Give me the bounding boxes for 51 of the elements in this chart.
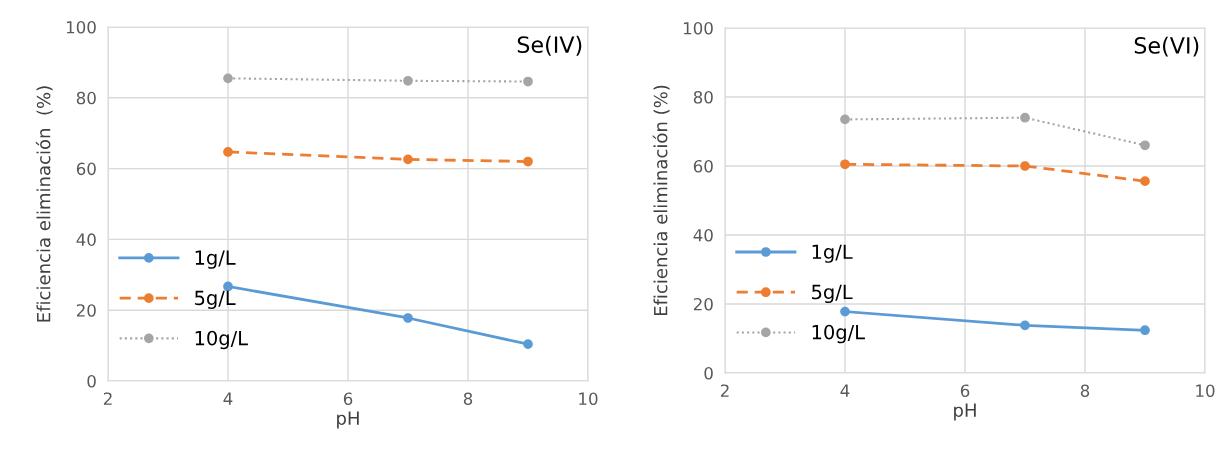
point (403, 154, 413, 165)
x-tick-label: 2 (720, 384, 729, 397)
legend-label: 10g/L (812, 324, 865, 344)
x-tick-label: 8 (1080, 384, 1090, 398)
point (403, 75, 413, 86)
legend-label: 5g/L (812, 284, 853, 304)
y-tick-label: 80 (693, 90, 713, 104)
legend-label: 1g/L (195, 250, 236, 269)
point (403, 313, 413, 323)
legend-label: 1g/L (812, 244, 853, 263)
point (223, 147, 233, 157)
y-tick-label: 60 (76, 162, 96, 176)
y-tick-label: 100 (683, 21, 713, 35)
legend-label: 10g/L (195, 330, 248, 350)
x-tick-label: 4 (223, 392, 233, 405)
x-tick-label: 2 (103, 392, 112, 405)
point (840, 114, 850, 125)
y-axis-title: Eficiencia eliminación (%) (652, 85, 670, 316)
y-tick-label: 40 (693, 228, 713, 242)
y-tick-label: 20 (693, 297, 713, 311)
point (840, 306, 850, 317)
point (223, 73, 233, 84)
x-axis-title: pH (337, 411, 359, 429)
x-tick-label: 4 (840, 384, 850, 397)
y-tick-label: 60 (693, 159, 713, 173)
point (1020, 161, 1030, 171)
x-tick-label: 10 (579, 392, 598, 406)
point (523, 339, 533, 350)
y-tick-label: 0 (704, 366, 713, 380)
point (1020, 112, 1030, 123)
x-tick-label: 6 (960, 384, 970, 398)
y-tick-label: 40 (76, 233, 96, 246)
point (1020, 320, 1030, 331)
annotation: Se(VI) (1134, 36, 1199, 57)
point (840, 159, 850, 170)
y-tick-label: 100 (66, 20, 96, 34)
y-tick-label: 0 (87, 374, 96, 388)
x-tick-label: 6 (343, 392, 353, 406)
point (523, 76, 533, 87)
annotation: Se(IV) (517, 35, 582, 56)
x-tick-label: 10 (1196, 384, 1215, 398)
y-tick-label: 20 (76, 304, 96, 317)
x-axis-title: pH (954, 403, 976, 421)
point (523, 156, 533, 167)
y-tick-label: 80 (76, 91, 96, 105)
y-axis-title: Eficiencia eliminación (%) (35, 86, 53, 322)
point (1140, 325, 1150, 336)
legend-label: 5g/L (195, 290, 236, 309)
x-tick-label: 8 (463, 392, 473, 406)
point (1140, 140, 1150, 151)
point (1140, 176, 1150, 187)
